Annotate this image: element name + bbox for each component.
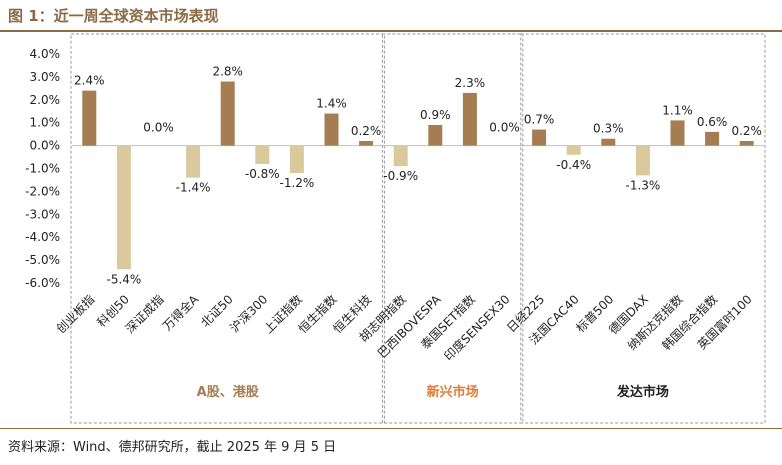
group-label: 发达市场	[616, 384, 669, 400]
x-tick-labels: 创业板指科创50深证成指万得全A北证50沪深300上证指数恒生指数恒生科技胡志明…	[53, 291, 755, 364]
y-tick-label: -4.0%	[25, 230, 60, 244]
data-label: 0.0%	[489, 121, 520, 135]
y-tick-label: 3.0%	[30, 70, 61, 84]
bars	[82, 81, 754, 270]
x-tick-label: 深证成指	[122, 292, 167, 337]
bar	[220, 81, 235, 146]
group-box	[381, 33, 524, 424]
x-tick-label: 万得全A	[159, 291, 201, 333]
data-label: 0.0%	[143, 121, 174, 135]
data-label: -0.9%	[383, 169, 418, 183]
data-labels: 2.4% -5.4% 0.0% -1.4% 2.8% -0.8%-1.2% 1.4% 0.2%…	[74, 64, 762, 286]
data-label: -0.4%	[556, 158, 591, 172]
bar	[739, 141, 754, 146]
x-tick-label: 创业板指	[53, 292, 98, 337]
bar	[705, 131, 720, 146]
bar	[670, 120, 685, 146]
y-tick-label: -3.0%	[25, 207, 60, 221]
bar	[82, 90, 97, 146]
data-label: 1.4%	[316, 97, 347, 111]
data-label: 0.2%	[731, 124, 762, 138]
data-label: 0.7%	[524, 113, 555, 127]
data-label: -1.3%	[625, 178, 660, 192]
bar	[428, 124, 443, 146]
group-box	[520, 33, 766, 424]
source-note: 资料来源：Wind、德邦研究所，截止 2025 年 9 月 5 日	[8, 440, 337, 455]
bar	[255, 145, 270, 164]
group-label: 新兴市场	[427, 384, 479, 400]
data-label: -0.8%	[245, 167, 280, 181]
data-label: 2.4%	[74, 74, 105, 88]
bar	[462, 92, 477, 146]
y-tick-label: -1.0%	[25, 162, 60, 176]
group-boxes	[70, 33, 766, 424]
group-box	[70, 33, 385, 424]
data-label: 0.6%	[697, 115, 728, 129]
bar	[116, 145, 131, 270]
y-tick-label: -5.0%	[25, 253, 60, 267]
bar	[566, 145, 581, 155]
group-label: A股、港股	[197, 384, 259, 400]
data-label: 2.8%	[212, 64, 243, 78]
data-label: 1.1%	[662, 103, 693, 117]
data-label: -5.4%	[106, 272, 141, 286]
data-label: 0.2%	[351, 124, 382, 138]
data-label: -1.4%	[176, 181, 211, 195]
bar	[635, 145, 650, 176]
bar	[601, 138, 616, 146]
data-label: -1.2%	[279, 176, 314, 190]
bar	[532, 129, 547, 146]
bar	[186, 145, 201, 178]
y-tick-label: 2.0%	[30, 93, 61, 107]
group-labels: A股、港股 新兴市场 发达市场	[197, 384, 669, 400]
y-tick-label: -6.0%	[25, 276, 60, 290]
y-tick-label: 1.0%	[30, 116, 61, 130]
bar	[289, 145, 304, 174]
data-label: 0.9%	[420, 108, 451, 122]
y-tick-label: 4.0%	[30, 47, 61, 61]
title-divider	[0, 30, 782, 32]
bar	[359, 141, 374, 146]
footer-divider	[0, 428, 782, 429]
data-label: 0.3%	[593, 122, 624, 136]
bar	[324, 113, 339, 146]
chart-title: 图 1：近一周全球资本市场表现	[8, 7, 219, 25]
y-tick-label: 0.0%	[30, 139, 61, 153]
data-label: 2.3%	[455, 76, 486, 90]
bar	[393, 145, 408, 167]
y-tick-label: -2.0%	[25, 184, 60, 198]
